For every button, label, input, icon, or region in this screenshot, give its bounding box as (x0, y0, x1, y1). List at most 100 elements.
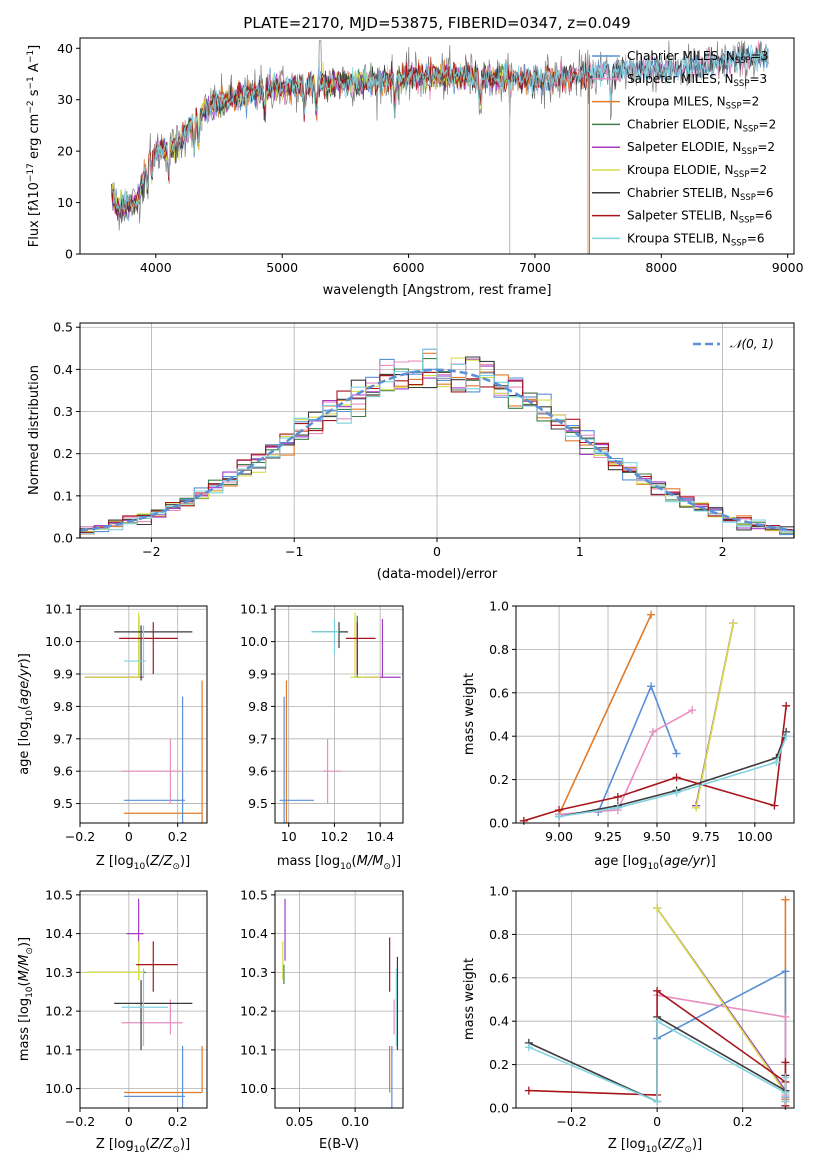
spectrum-legend-label-8: Kroupa STELIB, NSSP=6 (627, 231, 765, 248)
p4-series-point-8-3 (772, 758, 781, 767)
x-tick-label: 10.4 (366, 829, 394, 844)
age-mass-errorbars (279, 612, 401, 823)
residual-xlabel: (data-model)/error (377, 567, 498, 582)
age-vs-metallicity-panel: −0.2 0 0.2 9.5 9.6 9.7 9.8 9.9 10.0 10.1 Z [log10… (17, 602, 208, 872)
mass-z-frame (79, 890, 208, 1109)
p4-series-line-8 (558, 735, 787, 818)
y-tick-label: 0.0 (489, 816, 509, 831)
p7-series-point-8-1 (653, 1097, 662, 1106)
p4-series-point-0-1 (647, 610, 656, 619)
y-tick-label: 0 (65, 247, 73, 262)
mw-z-frame (515, 890, 795, 1109)
y-tick-label: 0.8 (489, 642, 509, 657)
p7-series-point-7-2 (653, 986, 662, 995)
x-tick-label: 9.50 (643, 829, 671, 844)
residual-histogram-8 (79, 348, 795, 538)
y-tick-label: 20 (57, 144, 73, 159)
spectrum-legend-label-7: Salpeter STELIB, NSSP=6 (627, 209, 772, 226)
massweight-vs-metallicity-panel: −0.2 0 0.2 0.0 0.2 0.4 0.6 0.8 1.0 Z [log10(Z/Z⊙… (462, 884, 795, 1155)
mw-age-xlabel: age [log10(age/yr)] (594, 854, 716, 872)
p7-series-point-2-1 (781, 1012, 790, 1021)
mw-age-ylabel: mass weight (462, 673, 477, 755)
spectrum-ticks: 4000 5000 6000 7000 8000 9000 0 10 20 30 40 (57, 41, 804, 275)
y-tick-label: 10.0 (45, 1081, 73, 1096)
p7-series-point-7-0 (524, 1086, 533, 1095)
mw-z-ticks: −0.2 0 0.2 0.0 0.2 0.4 0.6 0.8 1.0 (489, 884, 753, 1130)
spectrum-legend-label-1: Salpeter MILES, NSSP=3 (627, 72, 767, 89)
spectrum-legend: Chabrier MILES, NSSP=3 Salpeter MILES, NS… (592, 49, 776, 248)
x-tick-label: 0.2 (733, 1114, 753, 1129)
y-tick-label: 1.0 (489, 599, 509, 614)
y-tick-label: 0.6 (489, 685, 509, 700)
age-vs-mass-panel: 10 10.2 10.4 9.5 9.6 9.7 9.8 9.9 10.0 10.1 mass [… (240, 602, 404, 872)
y-tick-label: 0.4 (489, 729, 509, 744)
age-z-frame (79, 605, 208, 824)
x-tick-label: 0 (653, 1114, 661, 1129)
y-tick-label: 0.5 (53, 320, 73, 335)
p4-series-point-8-0 (555, 812, 564, 821)
mass-ebv-ticks: 0.05 0.10 10.0 10.1 10.2 10.3 10.4 10.5 (240, 887, 369, 1129)
massweight-vs-age-panel: 9.00 9.25 9.50 9.75 10.000.00.20.40.60.81.0 … (462, 599, 795, 872)
x-tick-label: 0.2 (168, 1114, 188, 1129)
y-tick-label: 0.0 (489, 1101, 509, 1116)
p7-series-point-8-3 (781, 1088, 790, 1097)
x-tick-label: 4000 (140, 260, 172, 275)
mw-z-grid (516, 890, 794, 1109)
p7-series-point-8-2 (653, 1017, 662, 1026)
p7-series-point-1-1 (781, 967, 790, 976)
p7-series-line-5 (656, 907, 787, 1094)
age-mass-xlabel: mass [log10(M/M⊙)] (277, 854, 401, 872)
y-tick-label: 10.0 (240, 1081, 268, 1096)
mass-vs-ebv-panel: 0.05 0.10 10.0 10.1 10.2 10.3 10.4 10.5 E(B-V) (240, 887, 404, 1152)
y-tick-label: 40 (57, 41, 73, 56)
y-tick-label: 9.6 (248, 764, 268, 779)
x-tick-label: 9.25 (594, 829, 622, 844)
x-tick-label: −0.2 (556, 1114, 586, 1129)
y-tick-label: 9.7 (53, 731, 73, 746)
y-tick-label: 9.6 (53, 764, 73, 779)
p7-series-point-7-4 (781, 1058, 790, 1067)
y-tick-label: 0.1 (53, 488, 73, 503)
p7-series-point-8-0 (524, 1043, 533, 1052)
y-tick-label: 0.8 (489, 927, 509, 942)
normal-reference-curve (79, 368, 795, 532)
y-tick-label: 10.1 (45, 1042, 73, 1057)
p7-series-point-5-0 (653, 904, 662, 913)
y-tick-label: 0.2 (489, 1057, 509, 1072)
x-tick-label: 9.00 (545, 829, 573, 844)
p4-series-point-7-0 (519, 816, 528, 825)
p7-series-point-8-5 (781, 1097, 790, 1106)
x-tick-label: 6000 (393, 260, 425, 275)
model-spectrum-line-6 (111, 42, 769, 221)
mw-age-ticks: 9.00 9.25 9.50 9.75 10.00 0.0 0.2 0.4 0.6 0.8 1.0 (489, 599, 773, 845)
p4-series-point-7-4 (770, 801, 779, 810)
mw-z-ylabel: mass weight (462, 958, 477, 1040)
mass-z-errorbars (84, 898, 203, 1108)
y-tick-label: 0.4 (53, 362, 73, 377)
p7-series-point-8-4 (781, 1073, 790, 1082)
x-tick-label: 8000 (645, 260, 677, 275)
y-tick-label: 9.7 (248, 731, 268, 746)
y-tick-label: 9.9 (53, 667, 73, 682)
y-tick-label: 9.8 (53, 699, 73, 714)
p4-series-point-8-4 (782, 732, 791, 741)
y-tick-label: 9.9 (248, 667, 268, 682)
spectrum-ylabel: Flux [fλ10−17 erg cm−2 s−1 A−1] (26, 45, 42, 247)
p4-series-point-2-3 (688, 706, 697, 715)
y-tick-label: 10 (57, 195, 73, 210)
x-tick-label: 7000 (519, 260, 551, 275)
p7-series-line-7 (528, 989, 787, 1106)
y-tick-label: 9.8 (248, 699, 268, 714)
y-tick-label: 0.0 (53, 531, 73, 546)
y-tick-label: 9.5 (248, 796, 268, 811)
mass-vs-metallicity-panel: −0.2 0 0.2 10.0 10.1 10.2 10.3 10.4 10.5 Z [log1… (17, 887, 208, 1155)
spectrum-legend-label-3: Chabrier ELODIE, NSSP=2 (627, 117, 776, 134)
x-tick-label: 9.75 (692, 829, 720, 844)
spectrum-legend-label-0: Chabrier MILES, NSSP=3 (627, 49, 768, 66)
spectrum-legend-label-2: Kroupa MILES, NSSP=2 (627, 95, 759, 112)
residual-panel: −2 −1 0 1 2 0.0 0.1 0.2 0.3 0.4 0.5 (data-model)/e… (27, 320, 795, 582)
y-tick-label: 0.4 (489, 1014, 509, 1029)
x-tick-label: 0 (125, 1114, 133, 1129)
mw-age-frame (515, 605, 795, 824)
